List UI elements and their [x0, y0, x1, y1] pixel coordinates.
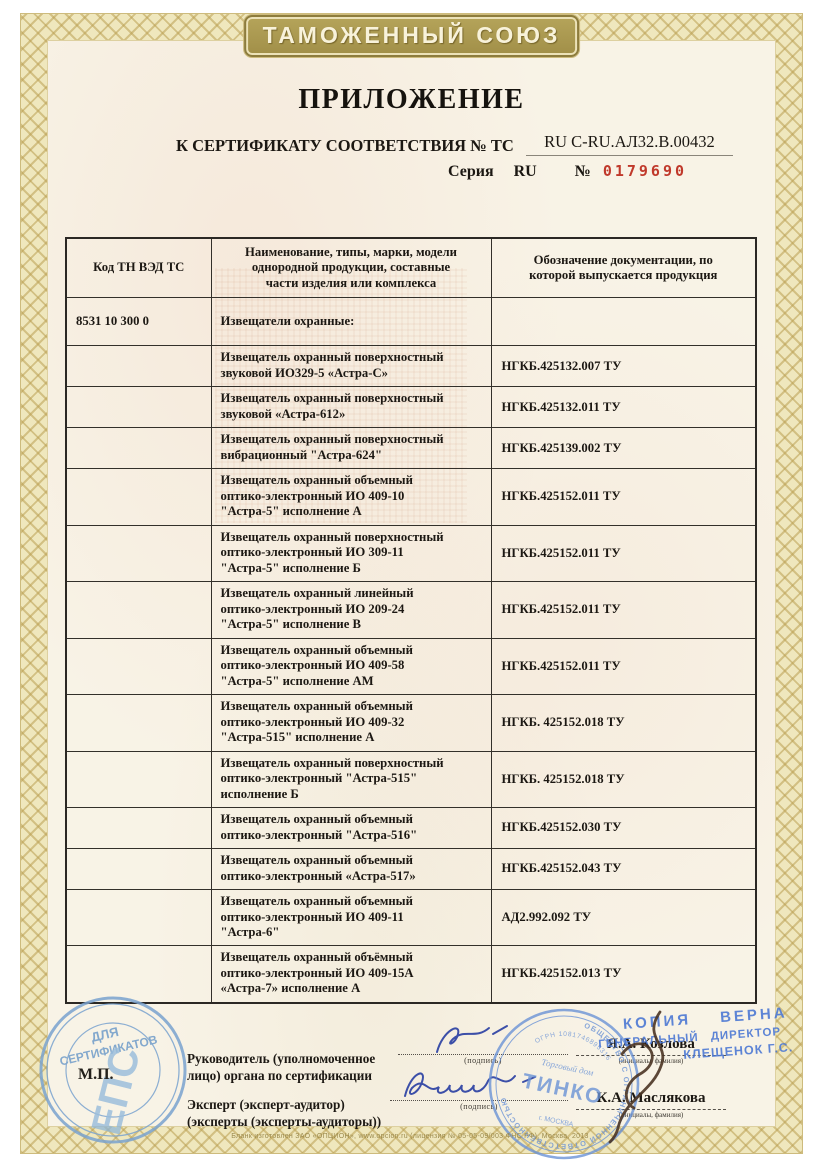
cell-code	[65, 637, 212, 696]
customs-union-badge: ТАМОЖЕННЫЙ СОЮЗ	[243, 15, 580, 57]
table-row: Извещатель охранный поверхностный вибрац…	[65, 427, 757, 470]
cell-code	[65, 889, 212, 947]
number-sign: №	[574, 163, 591, 180]
cell-doc: НГКБ.425152.011 ТУ	[490, 637, 757, 696]
table-row: Извещатель охранный поверхностный оптико…	[65, 750, 757, 809]
cell-code	[65, 750, 212, 809]
cell-doc: НГКБ.425152.013 ТУ	[490, 945, 757, 1004]
signature2-block: (подпись)	[390, 1064, 568, 1111]
cell-name: Извещатель охранный поверхностный оптико…	[210, 750, 492, 809]
table-row: Извещатель охранный поверхностный звуков…	[65, 386, 757, 429]
cell-doc: НГКБ.425152.011 ТУ	[490, 581, 757, 639]
table-row: Извещатель охранный объемный оптико-элек…	[65, 468, 757, 526]
name2-line	[576, 1107, 726, 1110]
table-row: Извещатель охранный объемный оптико-элек…	[65, 889, 757, 947]
cell-name: Извещатель охранный объемный оптико-элек…	[210, 848, 492, 891]
cell-name: Извещатель охранный поверхностный оптико…	[210, 524, 492, 583]
table-row: Извещатель охранный объемный оптико-элек…	[65, 637, 757, 696]
cell-code	[65, 386, 212, 429]
series-line: Серия RU № 0179690	[448, 162, 687, 181]
name2-block: К.А. Маслякова (инициалы, фамилия)	[576, 1090, 726, 1119]
table-row: Извещатель охранный объемный оптико-элек…	[65, 694, 757, 752]
cell-name: Извещатель охранный поверхностный вибрац…	[210, 427, 492, 470]
cell-doc: АД2.992.092 ТУ	[490, 889, 757, 947]
column-header-code: Код ТН ВЭД ТС	[65, 237, 212, 299]
cell-doc: НГКБ.425152.011 ТУ	[490, 468, 757, 526]
company-round-stamp: ОБЩЕСТВО С ОГРАНИЧЕННОЙ ОТВЕТСТВЕННОСТЬЮ…	[488, 1006, 643, 1163]
cell-code	[65, 427, 212, 470]
products-table: Код ТН ВЭД ТС Наименование, типы, марки,…	[65, 237, 757, 1004]
for-certificates-stamp: ДЛЯ СЕРТИФИКАТОВ ЕПС	[39, 996, 187, 1144]
cell-name: Извещатель охранный поверхностный звуков…	[210, 345, 492, 388]
cell-doc: НГКБ.425132.011 ТУ	[490, 386, 757, 429]
certificate-label: К СЕРТИФИКАТУ СООТВЕТСТВИЯ № ТС	[176, 136, 514, 155]
signatory2-label: Эксперт (эксперт-аудитор) (эксперты (экс…	[187, 1097, 382, 1130]
table-row: Извещатель охранный линейный оптико-элек…	[65, 581, 757, 639]
column-header-name: Наименование, типы, марки, модели одноро…	[210, 237, 492, 299]
stamp-left-line1: ДЛЯ	[90, 1024, 120, 1045]
cell-name: Извещатель охранный объемный оптико-элек…	[210, 637, 492, 696]
cell-doc: НГКБ.425139.002 ТУ	[490, 427, 757, 470]
cell-code	[65, 345, 212, 388]
badge-label: ТАМОЖЕННЫЙ СОЮЗ	[262, 22, 561, 48]
cell-doc	[490, 297, 757, 347]
page-title: ПРИЛОЖЕНИЕ	[298, 84, 525, 115]
table-row: Извещатель охранный поверхностный звуков…	[65, 345, 757, 388]
series-label: Серия	[448, 163, 494, 180]
signature1-line	[398, 1054, 568, 1055]
signature1-ink	[436, 1025, 508, 1053]
mp-seal-label: М.П.	[78, 1066, 114, 1083]
cell-code: 8531 10 300 0	[65, 297, 212, 347]
name2-caption: (инициалы, фамилия)	[618, 1111, 684, 1119]
table-row: Извещатель охранный объёмный оптико-элек…	[65, 945, 757, 1004]
signature1-block: (подпись)	[398, 1020, 568, 1065]
table-row: Извещатель охранный объемный оптико-элек…	[65, 807, 757, 850]
cell-name: Извещатель охранный объемный оптико-элек…	[210, 807, 492, 850]
cell-name: Извещатель охранный поверхностный звуков…	[210, 386, 492, 429]
table-row: 8531 10 300 0 Извещатели охранные:	[65, 297, 757, 347]
signatory1-label: Руководитель (уполномоченное лицо) орган…	[187, 1051, 376, 1084]
cell-name: Извещатель охранный объемный оптико-элек…	[210, 889, 492, 947]
signature1-caption: (подпись)	[464, 1056, 502, 1065]
signature2-ink	[404, 1072, 536, 1097]
cell-name: Извещатели охранные:	[210, 297, 492, 347]
cell-code	[65, 524, 212, 583]
cell-name: Извещатель охранный объемный оптико-элек…	[210, 468, 492, 526]
name2: К.А. Маслякова	[596, 1090, 706, 1106]
certificate-number: RU C-RU.АЛ32.В.00432	[525, 132, 733, 156]
cell-code	[65, 848, 212, 891]
table-row: Извещатель охранный объемный оптико-элек…	[65, 848, 757, 891]
cell-doc: НГКБ.425132.007 ТУ	[490, 345, 757, 388]
cell-doc: НГКБ. 425152.018 ТУ	[490, 750, 757, 809]
serial-number: 0179690	[602, 162, 688, 180]
cell-doc: НГКБ.425152.011 ТУ	[490, 524, 757, 583]
cell-name: Извещатель охранный объемный оптико-элек…	[210, 694, 492, 752]
cell-code	[65, 694, 212, 752]
cell-code	[65, 807, 212, 850]
table-header-row: Код ТН ВЭД ТС Наименование, типы, марки,…	[65, 237, 757, 299]
cell-name: Извещатель охранный объёмный оптико-элек…	[210, 945, 492, 1004]
director-signature-ink	[608, 1010, 665, 1144]
cell-doc: НГКБ.425152.030 ТУ	[490, 807, 757, 850]
signature2-caption: (подпись)	[460, 1102, 498, 1111]
cell-code	[65, 581, 212, 639]
series-value: RU	[513, 163, 537, 180]
cell-doc: НГКБ. 425152.018 ТУ	[490, 694, 757, 752]
cell-name: Извещатель охранный линейный оптико-элек…	[210, 581, 492, 639]
table-row: Извещатель охранный поверхностный оптико…	[65, 524, 757, 583]
column-header-doc: Обозначение документации, по которой вып…	[490, 237, 757, 299]
cell-doc: НГКБ.425152.043 ТУ	[490, 848, 757, 891]
certificate-number-line: К СЕРТИФИКАТУ СООТВЕТСТВИЯ № ТС RU C-RU.…	[176, 132, 733, 156]
form-printer-note: Бланк изготовлен ЗАО «ОПЦИОН», www.opcio…	[231, 1133, 589, 1140]
cell-code	[65, 468, 212, 526]
signature2-line	[390, 1100, 568, 1101]
